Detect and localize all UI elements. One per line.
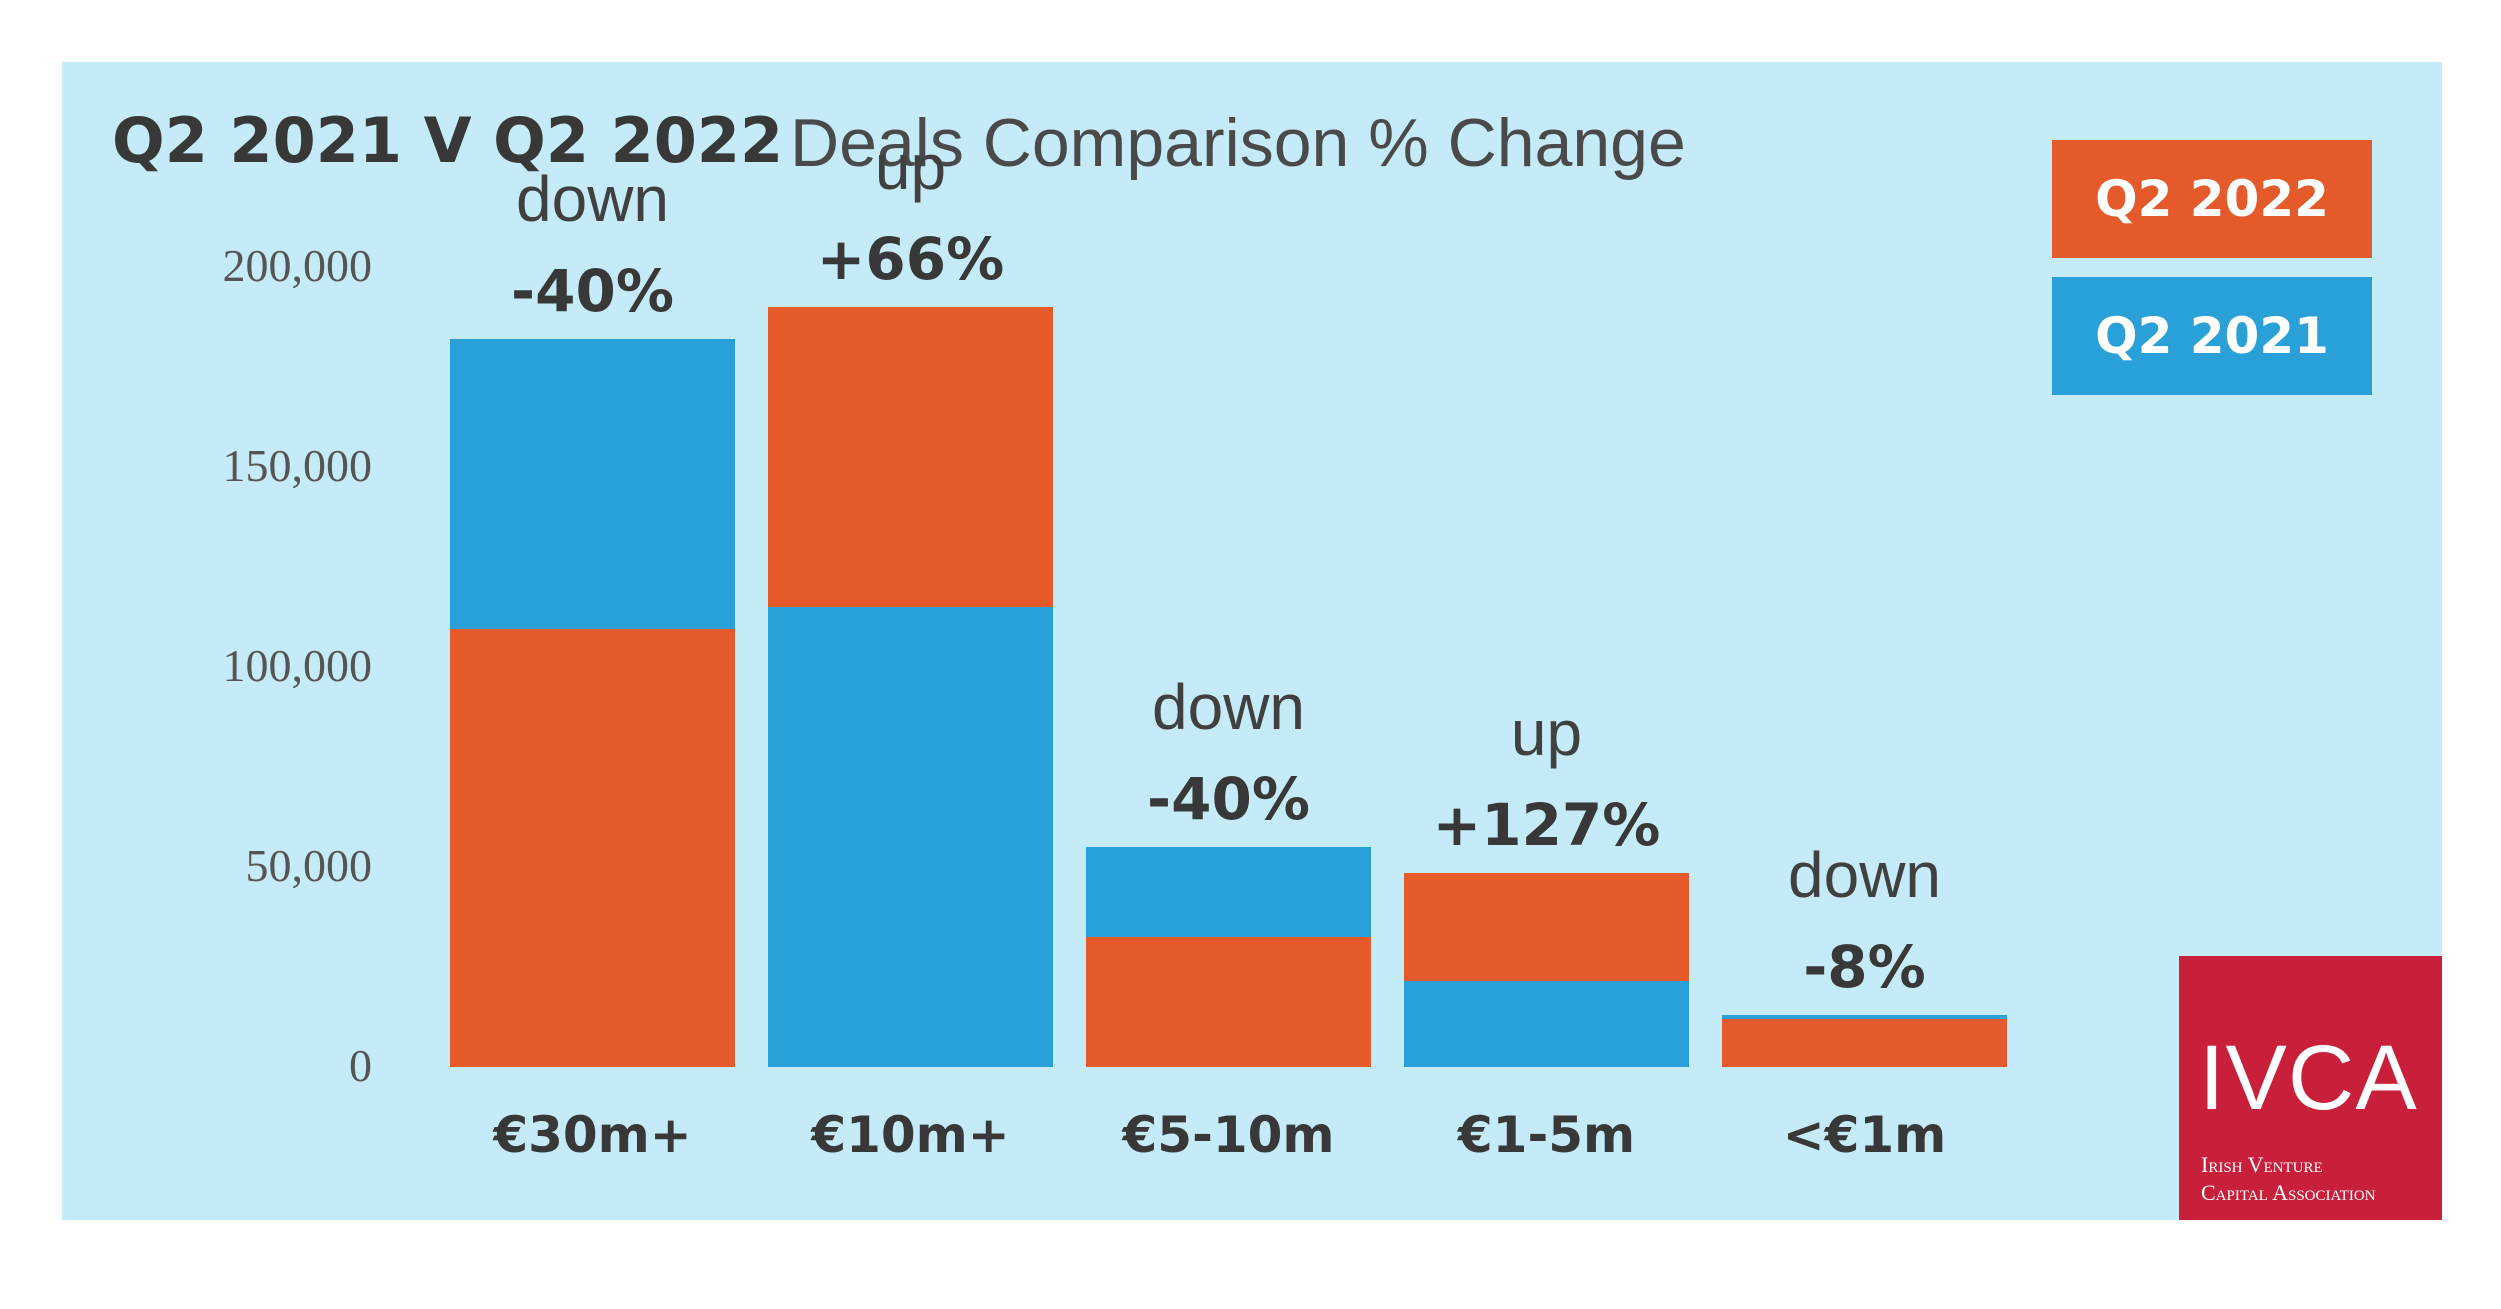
bar-q2-2022 — [1722, 1019, 2007, 1067]
change-percent-label: +127% — [1433, 791, 1661, 859]
y-tick-label: 100,000 — [223, 640, 373, 691]
legend-q2-2022: Q2 2022 — [2052, 140, 2372, 258]
chart-panel: Q2 2021 V Q2 2022 Deals Comparison % Cha… — [62, 62, 2442, 1220]
change-percent-label: -40% — [511, 257, 674, 325]
x-category-label: €10m+ — [810, 1106, 1009, 1164]
y-tick-label: 0 — [349, 1040, 372, 1091]
change-percent-label: -8% — [1803, 933, 1926, 1001]
change-direction-label: up — [1511, 697, 1582, 769]
ivca-logo: IVCA Irish Venture Capital Association — [2179, 956, 2442, 1220]
x-category-label: €30m+ — [492, 1106, 691, 1164]
logo-wordmark: IVCA — [2199, 1027, 2418, 1129]
y-tick-label: 200,000 — [223, 240, 373, 291]
bar-q2-2021 — [1404, 981, 1689, 1067]
change-percent-label: +66% — [817, 225, 1004, 293]
legend-q2-2021: Q2 2021 — [2052, 277, 2372, 395]
change-direction-label: down — [1152, 671, 1305, 743]
x-category-label: €1-5m — [1457, 1106, 1635, 1164]
bar-q2-2021 — [768, 607, 1053, 1067]
change-direction-label: down — [1788, 839, 1941, 911]
y-tick-label: 50,000 — [246, 840, 373, 891]
y-tick-label: 150,000 — [223, 440, 373, 491]
chart-subtitle: Deals Comparison % Change — [790, 105, 1686, 181]
change-percent-label: -40% — [1147, 765, 1310, 833]
chart-title: Q2 2021 V Q2 2022 — [112, 104, 784, 177]
x-category-label: <€1m — [1783, 1106, 1947, 1164]
logo-tagline-line1: Irish Venture — [2201, 1152, 2323, 1177]
change-direction-label: up — [875, 131, 946, 203]
x-category-label: €5-10m — [1121, 1106, 1334, 1164]
bar-chart: 200,000 150,000 100,000 50,000 0 down -40% €30m… — [223, 131, 2007, 1164]
bar-q2-2022 — [450, 629, 735, 1067]
bar-q2-2022 — [1086, 937, 1371, 1067]
change-direction-label: down — [516, 163, 669, 235]
logo-tagline-line2: Capital Association — [2201, 1180, 2376, 1205]
